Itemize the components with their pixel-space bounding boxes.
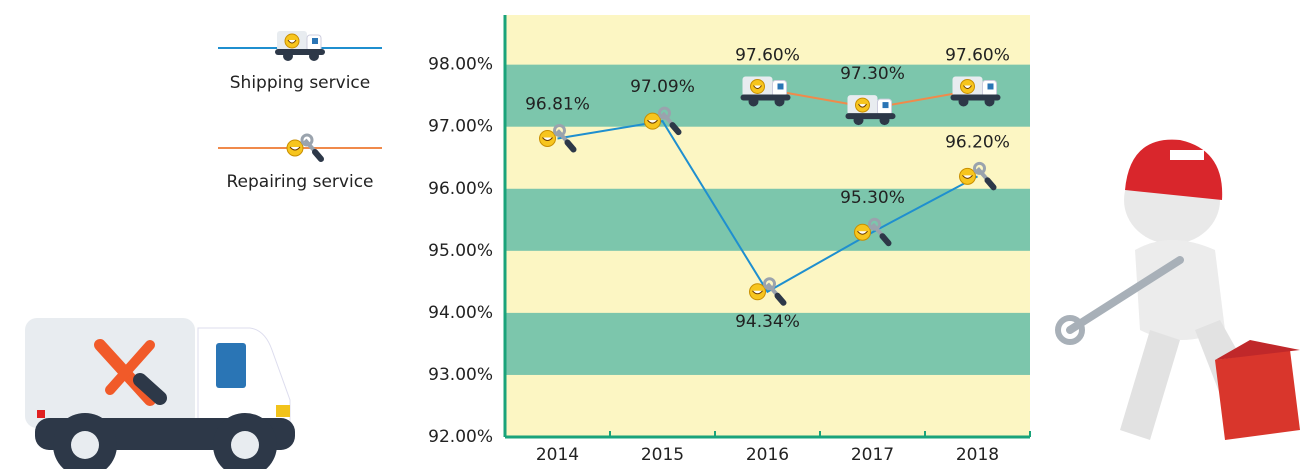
data-label: 97.09% — [630, 77, 695, 97]
x-tick-label: 2017 — [851, 445, 894, 465]
worker-illustration — [1055, 139, 1300, 440]
data-label: 96.20% — [945, 132, 1010, 152]
data-label: 97.60% — [735, 45, 800, 65]
legend-label: Repairing service — [226, 172, 373, 192]
data-label: 97.60% — [945, 45, 1010, 65]
x-tick-label: 2018 — [956, 445, 999, 465]
legend-label: Shipping service — [230, 73, 370, 93]
x-tick-label: 2016 — [746, 445, 789, 465]
data-label: 96.81% — [525, 94, 590, 114]
band — [505, 312, 1030, 375]
y-tick-label: 95.00% — [428, 241, 493, 261]
data-label: 94.34% — [735, 312, 800, 332]
y-tick-label: 92.00% — [428, 427, 493, 447]
x-tick-label: 2014 — [536, 445, 579, 465]
data-label: 95.30% — [840, 188, 905, 208]
band — [505, 188, 1030, 251]
truck-illustration — [25, 318, 295, 469]
y-tick-label: 96.00% — [428, 179, 493, 199]
y-tick-label: 93.00% — [428, 365, 493, 385]
y-tick-label: 97.00% — [428, 117, 493, 137]
x-tick-label: 2015 — [641, 445, 684, 465]
y-tick-label: 98.00% — [428, 55, 493, 75]
data-label: 97.30% — [840, 64, 905, 84]
legend-icon — [274, 30, 326, 62]
series-line — [557, 120, 978, 294]
y-tick-label: 94.00% — [428, 303, 493, 323]
